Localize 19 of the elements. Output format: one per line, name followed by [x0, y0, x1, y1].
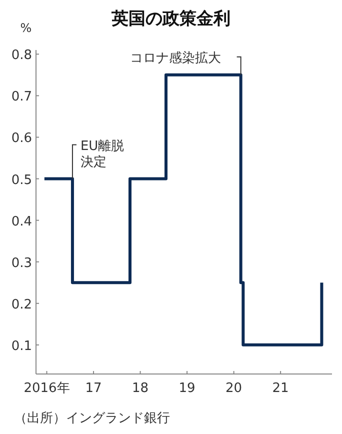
x-tick-label: 20	[226, 381, 242, 396]
y-tick-label: 0.6	[11, 131, 32, 146]
text: （出所）イングランド銀行	[14, 411, 170, 426]
annotation: コロナ感染拡大	[130, 50, 221, 66]
chart-title: 英国の政策金利	[110, 9, 230, 29]
y-tick-label: 0.3	[11, 256, 32, 271]
y-tick-label: 0.7	[11, 90, 32, 105]
y-tick-label: 0.2	[11, 297, 32, 312]
x-tick-label: 18	[132, 381, 149, 396]
x-tick-label: 19	[178, 381, 196, 396]
y-tick-label: 0.1	[11, 338, 32, 354]
y-tick-label: 0.5	[11, 172, 32, 188]
annotation: EU離脱決定	[80, 138, 124, 170]
y-axis-title: %	[20, 21, 32, 35]
x-tick-label: 21	[272, 381, 289, 396]
y-tick-label: 0.8	[11, 48, 32, 64]
y-tick-label: 0.4	[11, 214, 32, 230]
x-tick-label: 2016年	[24, 381, 70, 396]
x-tick-label: 17	[85, 381, 102, 396]
